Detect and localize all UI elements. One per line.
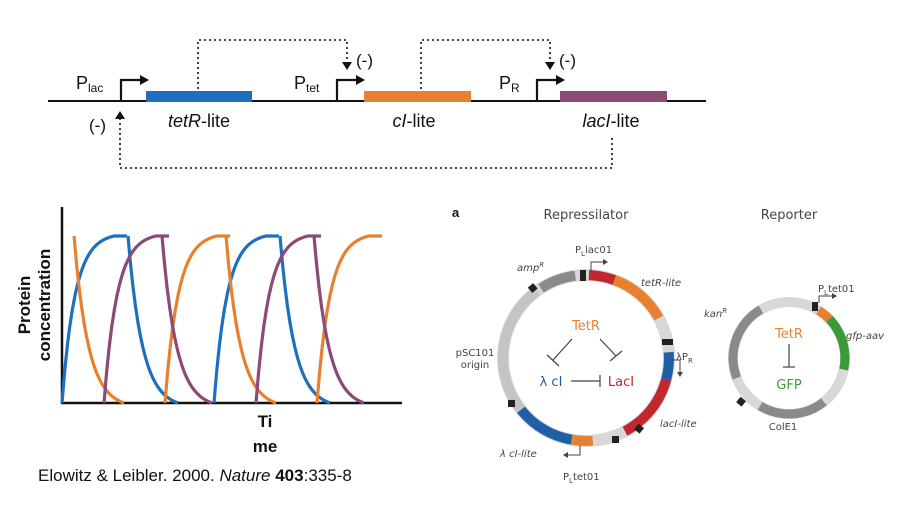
repression-mark: (-) (356, 51, 373, 70)
promoter-arrow-lac (119, 78, 140, 101)
terminator-mark (662, 339, 673, 345)
segment-pSC101-origin (498, 286, 541, 425)
citation-journal: Nature (219, 466, 271, 485)
terminator-mark (580, 270, 586, 281)
label-origin: origin (461, 360, 489, 371)
segment-lambda-ci-lite (517, 406, 573, 445)
series-purple (102, 234, 365, 405)
gene-label-laci: lacI-lite (582, 111, 639, 131)
repression-mark: (-) (89, 116, 106, 135)
repression-line-ci (420, 39, 551, 94)
label-psc101: pSC101 (456, 348, 495, 359)
promoter-arrowhead (556, 75, 565, 85)
citation-pages: :335-8 (303, 466, 352, 485)
protein-gfp: GFP (776, 378, 802, 393)
segment-tetr-lite-orange (612, 275, 664, 321)
x-axis-label-line1: Ti (258, 412, 273, 431)
gene-ci-bar (364, 91, 471, 102)
terminator-mark (612, 436, 619, 443)
x-axis-label-line2: me (253, 437, 278, 456)
label-tetr-lite: tetR-lite (641, 278, 681, 289)
label-gfp-aav: gfp-aav (846, 331, 885, 342)
label-amp: ampR (517, 261, 544, 274)
segment-tetr-lite-red (588, 270, 617, 285)
y-axis-label-line1: Protein (15, 276, 34, 335)
repression-arrows (546, 338, 623, 387)
segment-kan (728, 305, 764, 380)
repressilator-title: Repressilator (544, 208, 630, 223)
terminator-mark (736, 396, 746, 407)
promoter-arrowhead (356, 75, 365, 85)
chart-series-group (60, 234, 382, 405)
promoter-label-r: PR (499, 73, 520, 95)
citation-volume: 403 (275, 466, 304, 485)
promoter-arrow-tet (335, 78, 356, 101)
segment-cole1 (757, 398, 827, 419)
repression-mark: (-) (559, 51, 576, 70)
terminator-mark (634, 423, 644, 434)
series-orange (72, 234, 382, 405)
repression-arrowhead (115, 111, 125, 119)
protein-tetr: TetR (774, 327, 803, 342)
terminator-mark (527, 283, 538, 293)
panel-letter: a (452, 205, 460, 220)
repression-line-tetr (197, 39, 348, 94)
segment-gfp-aav (825, 315, 850, 371)
gene-label-tetr: tetR-lite (168, 111, 230, 131)
reporter-plasmid-panel: Reporter kanR PLtet01 gfp-aav ColE1 TetR… (704, 208, 885, 433)
segment-laci-lite (622, 378, 672, 436)
promoter-arrow-plac01 (590, 261, 603, 272)
protein-lambda-ci: λ cI (540, 375, 563, 390)
promoter-arrowhead (563, 452, 568, 458)
label-plac01: PLlac01 (575, 245, 612, 258)
promoter-arrowhead (677, 372, 683, 377)
label-cole1: ColE1 (769, 422, 798, 433)
gene-tetr-bar (146, 91, 252, 102)
promoter-label-tet: Ptet (294, 73, 320, 95)
segment-lambda-pr (661, 351, 674, 381)
gene-label-ci: cI-lite (392, 111, 435, 131)
protein-laci: LacI (608, 375, 634, 390)
repression-arrow (783, 344, 795, 368)
citation: Elowitz & Leibler. 2000. Nature 403:335-… (38, 466, 352, 486)
promoter-arrow-ptet01 (568, 445, 581, 456)
oscillation-chart: Protein concentration Ti me (15, 207, 402, 456)
promoter-label-lac: Plac (76, 73, 103, 95)
label-laci-lite: lacI-lite (660, 419, 697, 430)
repression-arrowhead (342, 62, 352, 70)
gene-laci-bar (560, 91, 667, 102)
protein-tetr: TetR (571, 319, 600, 334)
label-kan: kanR (704, 307, 727, 320)
reporter-title: Reporter (761, 208, 818, 223)
label-ptet01: PLtet01 (818, 284, 855, 297)
series-blue (60, 234, 331, 405)
promoter-arrowhead (603, 259, 608, 265)
segment-amp (538, 270, 577, 293)
genetic-circuit: Plac Ptet PR tetR-lite cI-lite lacI-lite… (48, 39, 706, 169)
label-ptet01: PLtet01 (563, 472, 600, 485)
repression-arrowhead (545, 62, 555, 70)
promoter-arrow-lambda-pr (672, 359, 681, 372)
y-axis-label-line2: concentration (35, 249, 54, 361)
terminator-mark (508, 400, 515, 407)
segment-tet01 (816, 306, 833, 323)
segment-ptet-orange (570, 434, 594, 446)
citation-authors: Elowitz & Leibler. 2000. (38, 466, 220, 485)
promoter-arrow-ptet01 (818, 295, 832, 303)
terminator-mark (812, 302, 818, 311)
promoter-arrowhead (140, 75, 149, 85)
repression-line-laci (119, 118, 613, 169)
label-lambda-pr: λPR (676, 352, 693, 365)
repressilator-plasmid-panel: a Repressilator ampR PLlac01 tetR-lite p… (452, 205, 697, 485)
promoter-arrow-r (535, 78, 556, 101)
promoter-arrowhead (832, 293, 837, 299)
label-lambda-ci-lite: λ cI-lite (499, 449, 537, 460)
